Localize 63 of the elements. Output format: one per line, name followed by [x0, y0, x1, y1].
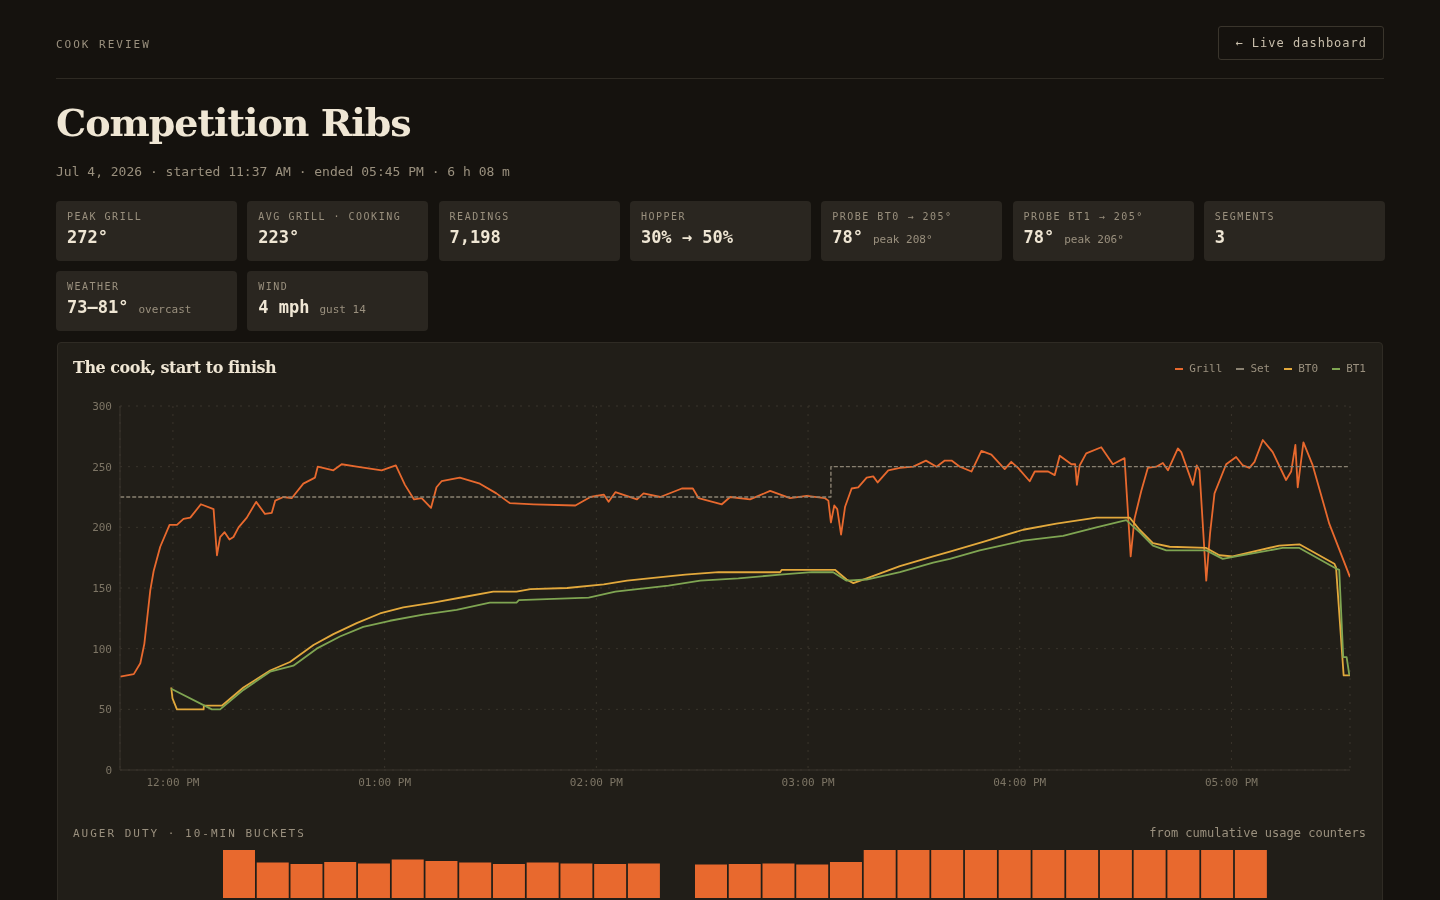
y-tick-label: 250 — [92, 460, 112, 474]
text: gust 14 — [319, 303, 366, 316]
text: SEGMENTS — [1214, 211, 1276, 222]
x-tick-label: 02:00 PM — [569, 775, 624, 789]
text: overcast — [138, 303, 192, 316]
bar — [627, 863, 660, 898]
text: Competition Ribs — [56, 100, 411, 145]
bar — [830, 862, 863, 898]
chart-title: The cook, start to finish — [73, 358, 277, 377]
text: PROBE BT1 → 205° — [1023, 211, 1145, 222]
y-tick-label: 100 — [92, 642, 112, 656]
bar — [357, 863, 390, 898]
text: 7,198 — [449, 227, 501, 247]
legend-label: Set — [1249, 362, 1271, 375]
bar — [931, 850, 964, 898]
text: READINGS — [449, 211, 511, 222]
legend-label: Grill — [1188, 362, 1223, 375]
bar — [1066, 850, 1099, 898]
bar — [1235, 850, 1268, 898]
text: 73–81° — [67, 297, 129, 317]
line-series — [120, 439, 1350, 678]
y-tick-label: 0 — [105, 763, 112, 777]
text: AVG GRILL · COOKING — [258, 211, 403, 222]
bar — [324, 862, 357, 898]
text: 78° — [832, 227, 863, 247]
text: PROBE BT0 → 205° — [832, 211, 954, 222]
text: Jul 4, 2026 · started 11:37 AM · ended 05:45 PM · 6 h 08 m — [56, 164, 510, 179]
chart-title: AUGER DUTY · 10-MIN BUCKETS — [73, 827, 306, 840]
bar — [695, 864, 728, 898]
text: PEAK GRILL — [67, 211, 144, 222]
x-tick-label: 05:00 PM — [1204, 775, 1259, 789]
text: 272° — [67, 227, 108, 247]
bar — [459, 862, 492, 898]
text: peak 208° — [872, 233, 933, 246]
text: 223° — [258, 227, 300, 247]
y-tick-label: 150 — [92, 581, 112, 595]
bar — [594, 863, 627, 898]
bar — [796, 864, 829, 898]
text: 4 mph — [258, 297, 310, 317]
text: peak 206° — [1064, 233, 1124, 246]
x-tick-label: 04:00 PM — [993, 775, 1047, 789]
text: WIND — [258, 281, 290, 292]
text: COOK REVIEW — [56, 38, 151, 51]
legend-label: BT0 — [1297, 362, 1319, 375]
text: ← Live dashboard — [1218, 26, 1384, 60]
x-tick-label: 12:00 PM — [146, 775, 200, 789]
text: HOPPER — [640, 211, 687, 222]
x-tick-label: 03:00 PM — [781, 775, 835, 789]
text: 78° — [1023, 227, 1055, 247]
bar — [1201, 850, 1234, 898]
text: 3 — [1214, 227, 1226, 247]
text: from cumulative usage counters — [1149, 826, 1366, 840]
y-tick-label: 300 — [92, 399, 112, 413]
text: 30% → 50% — [640, 227, 734, 247]
y-tick-label: 200 — [92, 521, 112, 535]
text: WEATHER — [67, 281, 121, 292]
bar — [965, 850, 998, 898]
bar — [1100, 850, 1133, 898]
y-tick-label: 50 — [98, 703, 112, 717]
x-tick-label: 01:00 PM — [358, 775, 412, 789]
bar — [223, 850, 255, 898]
bar — [492, 863, 525, 898]
legend-label: BT1 — [1345, 362, 1366, 375]
